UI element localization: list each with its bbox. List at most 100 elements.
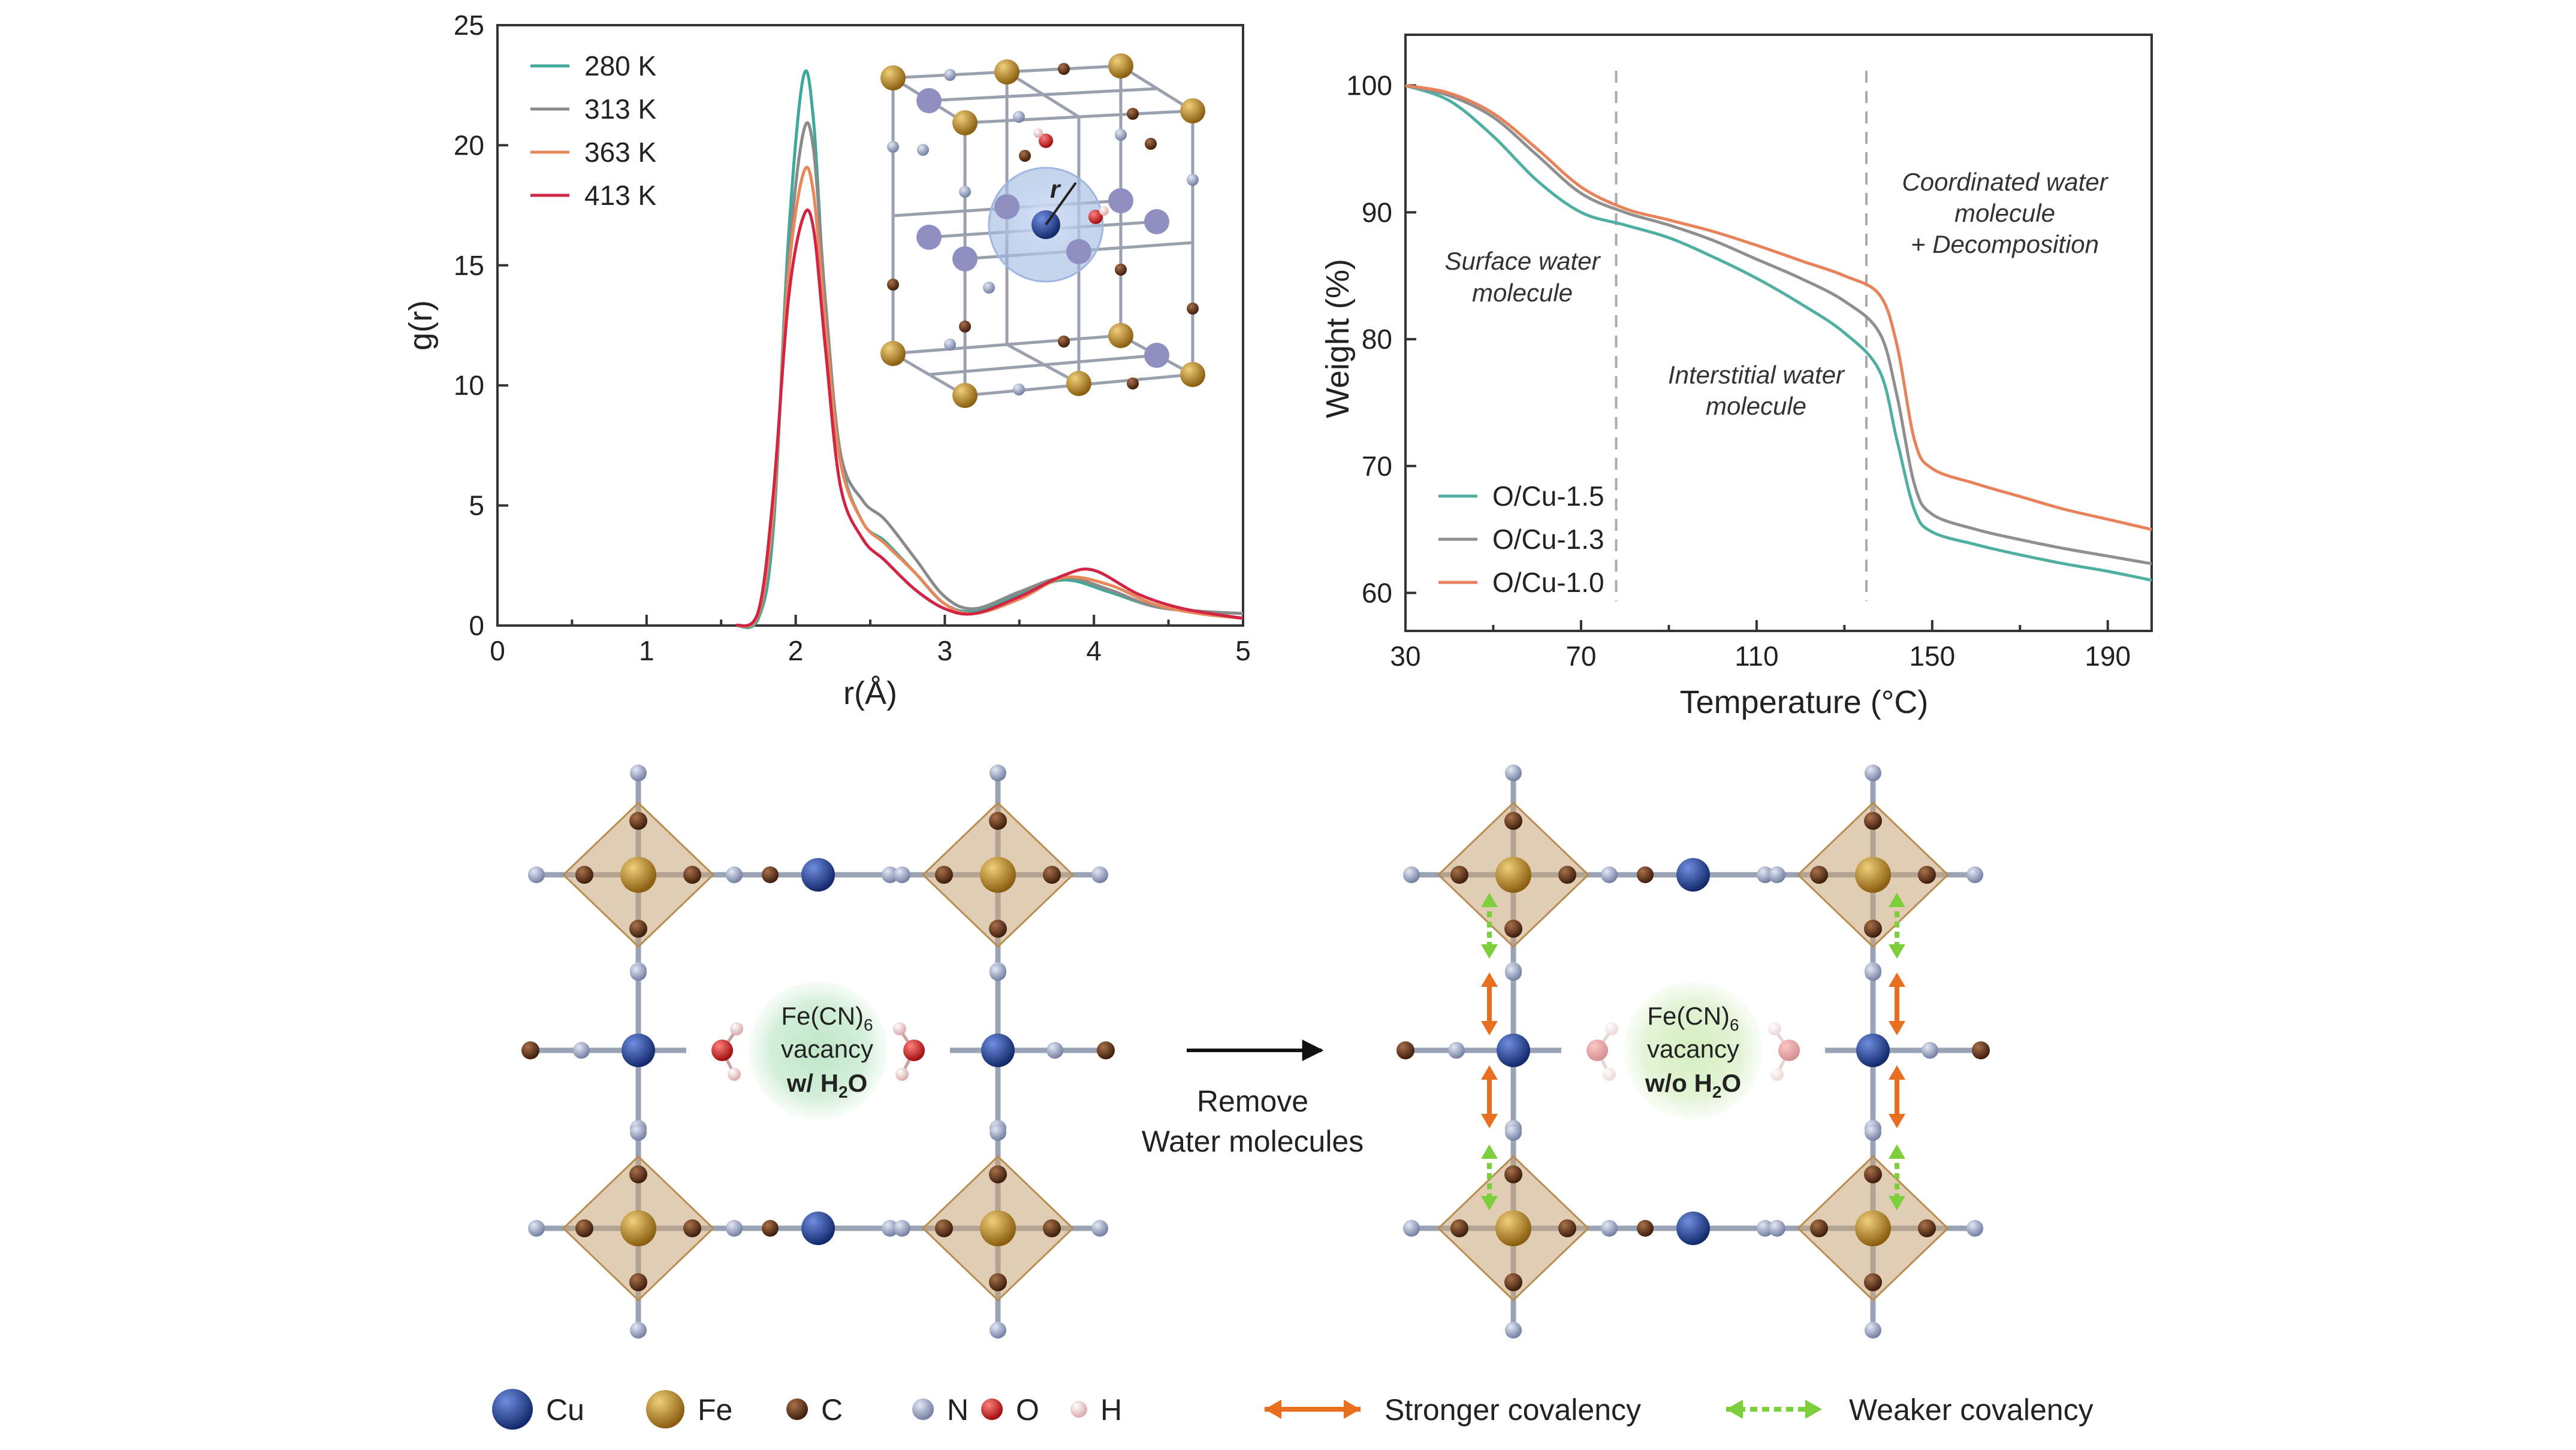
n-atom	[1505, 1124, 1522, 1141]
h-atom	[730, 1022, 743, 1035]
x-tick-label: 4	[1086, 635, 1102, 666]
inset-fe-atom	[1066, 371, 1091, 396]
n-atom	[630, 964, 647, 981]
y-tick-label: 60	[1362, 577, 1392, 608]
y-tick-label: 80	[1362, 324, 1392, 355]
inset-fe-atom	[1180, 362, 1205, 387]
legend-label-0: O/Cu-1.5	[1492, 481, 1604, 512]
n-atom	[573, 1042, 590, 1059]
c-atom	[989, 920, 1007, 938]
vacancy-cloud	[1624, 981, 1762, 1119]
inset-cu-atom	[952, 246, 978, 271]
inset-cn-atom	[887, 141, 899, 153]
cu-atom	[801, 858, 835, 892]
legend-n-swatch	[912, 1398, 934, 1420]
annotation-coordinated-1: Coordinated water	[1902, 168, 2109, 196]
legend-label-0: 280 K	[584, 50, 657, 81]
stronger-covalency-label: Stronger covalency	[1384, 1393, 1641, 1427]
atom-legend: Cu Fe C N O H	[492, 1389, 1122, 1430]
c-atom	[629, 920, 647, 938]
c-atom	[1637, 866, 1654, 883]
inset-cu-atom	[1144, 343, 1169, 368]
n-atom	[1505, 765, 1522, 781]
inset-cu-atom	[916, 225, 942, 250]
n-atom	[1403, 866, 1420, 883]
cu-atom	[622, 1034, 655, 1067]
fe-atom	[1495, 857, 1531, 893]
c-atom	[575, 866, 593, 884]
n-atom	[1966, 1220, 1983, 1237]
legend-o-swatch	[981, 1398, 1003, 1420]
x-tick-label: 3	[937, 635, 953, 666]
x-tick-label: 190	[2085, 641, 2131, 672]
h-atom	[1605, 1022, 1618, 1035]
legend-label-1: O/Cu-1.3	[1492, 524, 1604, 555]
covalency-legend: Stronger covalency Weaker covalency	[1265, 1393, 2094, 1427]
cu-atom	[981, 1034, 1015, 1067]
c-atom	[762, 866, 779, 883]
n-atom	[630, 765, 647, 781]
inset-cn-atom	[1058, 336, 1070, 348]
water-molecule	[893, 1022, 925, 1081]
y-tick-label: 100	[1346, 70, 1392, 101]
legend-label-2: O/Cu-1.0	[1492, 567, 1604, 598]
x-tick-label: 2	[788, 635, 804, 666]
rdf-legend: 280 K 313 K 363 K 413 K	[530, 50, 657, 211]
vacancy-label-right: Fe(CN)6 vacancy w/o H2O	[1645, 1002, 1741, 1101]
x-tick-label: 70	[1565, 641, 1596, 672]
c-atom	[935, 1219, 953, 1237]
x-tick-label: 150	[1909, 641, 1955, 672]
c-atom	[1558, 1219, 1576, 1237]
fe-atom	[980, 857, 1016, 893]
inset-fe-atom	[880, 341, 906, 366]
rdf-chart: 0 1 2 3 4 5 0 5 10 15 20 25 r(Å) g(r) 280 K 313 K 363…	[403, 10, 1251, 711]
inset-cn-atom	[1127, 377, 1139, 389]
c-atom	[683, 866, 701, 884]
arrow-label-line1: Remove	[1197, 1085, 1308, 1118]
n-atom	[630, 1322, 647, 1339]
legend-n-label: N	[947, 1393, 969, 1427]
n-atom	[990, 1124, 1006, 1141]
n-atom	[1769, 866, 1785, 883]
covalency-arrows	[1481, 893, 1905, 1210]
inset-fe-atom	[1108, 323, 1133, 348]
c-atom	[1043, 866, 1061, 884]
c-atom	[1864, 812, 1882, 830]
n-atom	[1757, 866, 1773, 883]
c-atom	[683, 1219, 701, 1237]
n-atom	[726, 866, 743, 883]
c-atom	[1504, 1165, 1522, 1183]
arrow-label-line2: Water molecules	[1142, 1125, 1364, 1158]
y-tick-label: 90	[1362, 197, 1392, 228]
tga-plot-frame	[1404, 34, 2153, 632]
h-atom	[728, 1068, 741, 1081]
annotation-interstitial-2: molecule	[1706, 392, 1806, 420]
legend-label-3: 413 K	[584, 180, 657, 211]
c-atom	[629, 1165, 647, 1183]
h-atom	[895, 1068, 909, 1081]
legend-h-label: H	[1100, 1393, 1122, 1427]
c-atom	[1918, 1219, 1936, 1237]
fe-atom	[620, 857, 656, 893]
n-atom	[630, 1124, 647, 1141]
c-atom	[1504, 812, 1522, 830]
fe-atom	[1855, 1210, 1891, 1246]
inset-cu-atom	[1144, 209, 1169, 234]
cu-atom	[1676, 1212, 1710, 1245]
tga-legend: O/Cu-1.5 O/Cu-1.3 O/Cu-1.0	[1438, 481, 1604, 598]
tga-chart: 30 70 110 150 190 60 70 80 90 100 Temperature (°C…	[1320, 34, 2153, 720]
c-atom	[1810, 866, 1828, 884]
annotation-coordinated-2: molecule	[1954, 199, 2055, 227]
inset-cn-atom	[1145, 138, 1157, 150]
series-line-1	[735, 121, 1244, 629]
n-atom	[1448, 1042, 1465, 1059]
inset-cn-atom	[1013, 383, 1025, 395]
inset-fe-atom	[1180, 98, 1205, 123]
y-tick-label: 10	[454, 370, 484, 401]
svg-text:Fe(CN)6: Fe(CN)6	[781, 1002, 873, 1034]
annotation-surface-2: molecule	[1472, 279, 1573, 307]
inset-cu-atom	[916, 88, 942, 113]
legend-label-2: 363 K	[584, 137, 657, 168]
y-tick-label: 25	[454, 10, 484, 41]
